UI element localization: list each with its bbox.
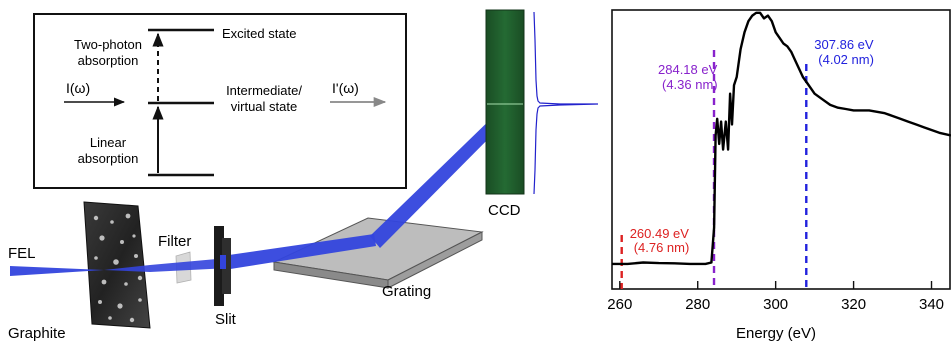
intermediate-label-line2: virtual state <box>231 99 297 114</box>
marker-label-wavelength-1: (4.36 nm) <box>662 77 718 92</box>
marker-lines <box>620 50 808 289</box>
graphite-label: Graphite <box>8 325 66 342</box>
two-photon-label-line2: absorption <box>78 53 139 68</box>
x-axis-label: Energy (eV) <box>736 325 816 342</box>
grating <box>272 217 484 289</box>
marker-label-wavelength-0: (4.76 nm) <box>634 240 690 255</box>
x-tick-label-300: 300 <box>763 296 788 313</box>
slit <box>214 226 231 306</box>
spectrum-chart: 260 280 300 320 340 260.49 eV(4.76 nm) 284.18… <box>607 9 951 342</box>
marker-label-energy-0: 260.49 eV <box>630 226 690 241</box>
two-photon-label-line1: Two-photon <box>74 37 142 52</box>
energy-level-diagram: Excited state Two-photon absorption I(ω)… <box>33 13 407 189</box>
grating-label: Grating <box>382 283 431 300</box>
marker-label-energy-2: 307.86 eV <box>814 37 874 52</box>
beam-to-grating <box>222 234 376 270</box>
x-tick-label-260: 260 <box>607 296 632 313</box>
marker-label-wavelength-2: (4.02 nm) <box>818 52 874 67</box>
ccd-label: CCD <box>488 202 521 219</box>
x-tick-label-320: 320 <box>841 296 866 313</box>
marker-labels: 260.49 eV(4.76 nm) 284.18 eV(4.36 nm) 307.… <box>630 37 874 255</box>
linear-absorption-label-line2: absorption <box>78 151 139 166</box>
marker-label-energy-1: 284.18 eV <box>658 62 718 77</box>
excited-state-label: Excited state <box>222 26 296 41</box>
graphite-sample <box>83 201 151 329</box>
linear-absorption-label-line1: Linear <box>90 135 127 150</box>
filter-label: Filter <box>158 233 191 250</box>
transmitted-beam <box>104 258 230 272</box>
ccd-lineout-trace <box>533 11 599 195</box>
x-axis-ticks: 260 280 300 320 340 <box>607 281 944 313</box>
intermediate-label-line1: Intermediate/ <box>226 83 302 98</box>
ccd-detector <box>485 9 525 195</box>
slit-label: Slit <box>215 311 237 328</box>
graphite-texture <box>93 213 143 323</box>
level-diagram-frame <box>33 13 407 189</box>
plot-frame <box>611 9 951 290</box>
experimental-setup: FEL Graphite Filter Slit Grating CCD <box>8 9 599 342</box>
x-tick-label-280: 280 <box>685 296 710 313</box>
output-field-label: I'(ω) <box>332 80 359 96</box>
spectrum-line-0 <box>612 11 951 266</box>
fel-beam-in <box>10 266 104 276</box>
diffracted-beam <box>370 112 507 248</box>
fel-label: FEL <box>8 245 36 262</box>
series-layer <box>612 11 951 266</box>
input-field-label: I(ω) <box>66 80 90 96</box>
x-tick-label-340: 340 <box>919 296 944 313</box>
